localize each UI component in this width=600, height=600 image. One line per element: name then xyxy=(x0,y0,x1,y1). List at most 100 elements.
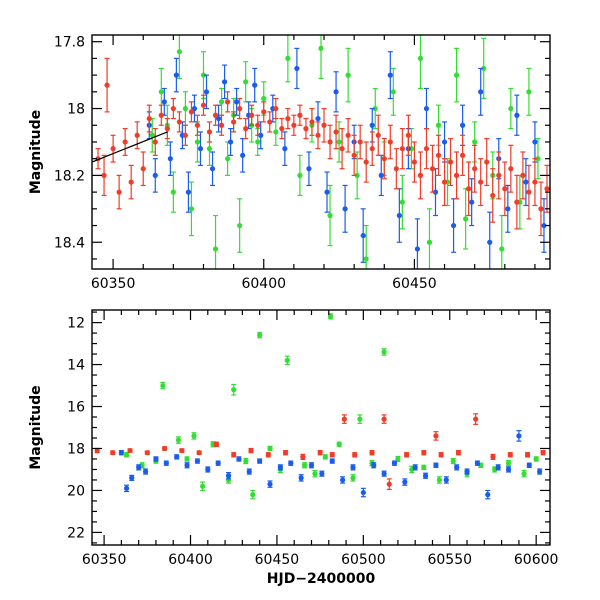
data-point xyxy=(521,469,527,478)
data-point xyxy=(342,184,348,233)
data-point xyxy=(490,453,496,460)
data-point xyxy=(267,480,273,488)
data-point xyxy=(185,171,192,213)
y-tick-label: 18 xyxy=(67,441,85,457)
data-point xyxy=(441,121,448,163)
data-point xyxy=(267,445,273,452)
data-point xyxy=(294,47,300,90)
data-point xyxy=(205,466,211,473)
data-point xyxy=(184,462,190,469)
x-tick-label: 60400 xyxy=(241,276,286,292)
data-point xyxy=(505,184,511,233)
data-point xyxy=(209,151,216,187)
data-point xyxy=(300,453,306,460)
data-point xyxy=(200,481,206,492)
data-point xyxy=(524,452,531,458)
data-point xyxy=(381,138,387,180)
data-point xyxy=(315,121,321,150)
data-point xyxy=(188,101,195,123)
bottom-panel-points xyxy=(94,313,546,500)
data-point xyxy=(237,198,243,253)
data-point xyxy=(357,414,363,424)
data-point xyxy=(160,381,166,390)
data-point xyxy=(405,114,411,156)
data-point xyxy=(340,476,346,484)
data-point xyxy=(516,430,522,442)
data-point xyxy=(541,198,547,253)
data-point xyxy=(303,117,309,140)
data-point xyxy=(409,465,415,474)
data-point xyxy=(309,107,315,136)
data-point xyxy=(360,208,366,263)
y-tick-label: 18 xyxy=(67,102,85,118)
data-point xyxy=(352,452,358,458)
data-point xyxy=(386,478,392,490)
data-point xyxy=(182,91,189,126)
data-point xyxy=(308,462,315,469)
x-tick-label: 60550 xyxy=(427,552,472,568)
data-point xyxy=(322,454,328,460)
data-point xyxy=(496,151,502,200)
data-point xyxy=(478,67,484,116)
data-point xyxy=(499,214,505,269)
data-point xyxy=(312,469,318,478)
data-point xyxy=(236,456,242,462)
data-point xyxy=(417,35,424,90)
data-point xyxy=(297,154,303,197)
data-point xyxy=(535,138,541,180)
data-point xyxy=(174,454,180,460)
data-point xyxy=(116,174,122,210)
x-tick-label: 60350 xyxy=(91,276,136,292)
data-point xyxy=(357,124,363,160)
data-point xyxy=(487,211,493,269)
data-point xyxy=(441,158,448,207)
data-point xyxy=(505,466,512,473)
data-point xyxy=(277,464,283,471)
data-point xyxy=(215,104,222,133)
data-point xyxy=(118,449,124,456)
data-point xyxy=(327,184,333,247)
data-point xyxy=(436,476,442,484)
data-point xyxy=(381,348,387,356)
data-point xyxy=(194,458,201,464)
data-point xyxy=(369,449,375,456)
data-point xyxy=(152,158,158,193)
data-point xyxy=(350,464,356,471)
data-point xyxy=(163,460,169,466)
data-point xyxy=(128,164,134,200)
data-point xyxy=(175,436,182,444)
top-panel-ylabel: Magnitude xyxy=(28,110,44,194)
data-point xyxy=(127,447,133,454)
data-point xyxy=(508,144,514,193)
data-point xyxy=(523,158,529,207)
data-point xyxy=(423,128,430,170)
data-point xyxy=(176,35,182,80)
data-point xyxy=(288,460,294,466)
data-point xyxy=(387,124,393,160)
data-point xyxy=(490,168,496,223)
data-point xyxy=(381,414,387,424)
data-point xyxy=(231,452,237,458)
data-point xyxy=(221,64,228,100)
data-point xyxy=(317,449,323,456)
data-point xyxy=(224,91,231,113)
data-point xyxy=(206,121,213,143)
x-tick-label: 60450 xyxy=(392,276,437,292)
top-panel: 60350 60400 60450 17.8 18 18.2 18.4 Magnitude xyxy=(28,34,551,292)
data-point xyxy=(502,161,508,217)
data-point xyxy=(414,218,421,269)
data-point xyxy=(228,128,234,156)
data-point xyxy=(218,114,225,136)
bottom-panel: 60350 60400 60450 60500 60550 60600 12 14 16 18 2… xyxy=(28,309,558,587)
data-point xyxy=(505,460,512,467)
data-point xyxy=(533,456,539,462)
data-point xyxy=(188,181,195,237)
top-panel-frame xyxy=(91,34,551,270)
data-point xyxy=(267,111,273,133)
data-point xyxy=(399,128,405,170)
top-panel-points xyxy=(95,35,550,269)
data-point xyxy=(402,478,408,486)
x-tick-label: 60500 xyxy=(341,552,386,568)
data-point xyxy=(321,107,327,143)
